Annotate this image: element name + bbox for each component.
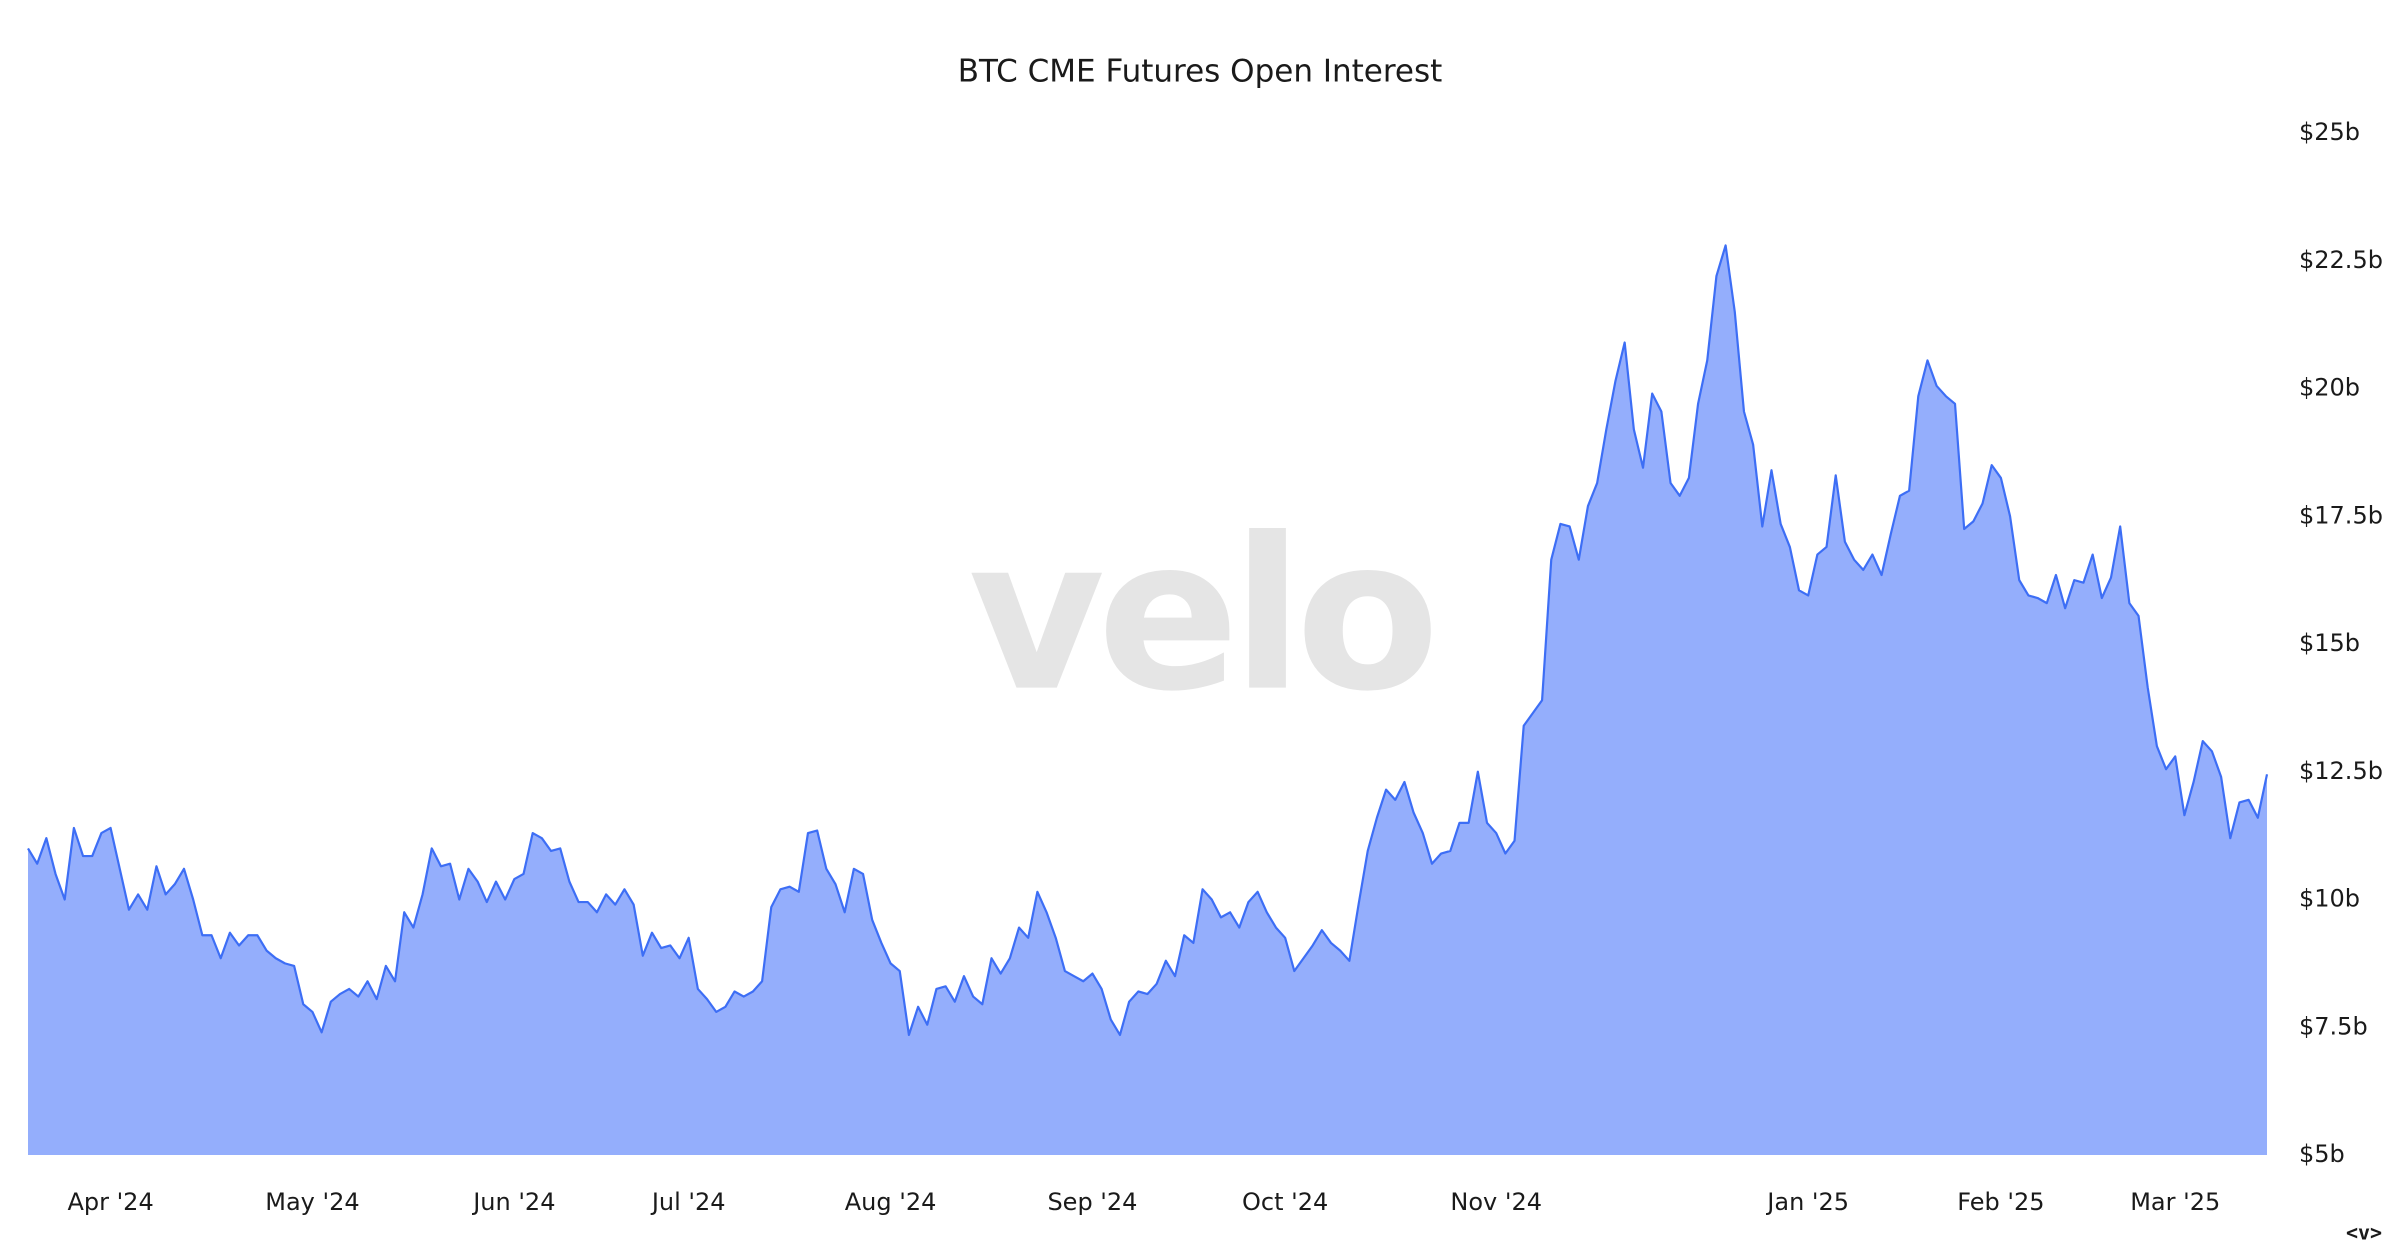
x-tick-label: Aug '24 — [845, 1188, 937, 1216]
x-tick-label: Apr '24 — [67, 1188, 153, 1216]
area — [28, 245, 2267, 1156]
x-tick-label: Jan '25 — [1765, 1188, 1849, 1216]
x-tick-label: Nov '24 — [1450, 1188, 1542, 1216]
x-tick-label: Sep '24 — [1047, 1188, 1137, 1216]
x-tick-label: Feb '25 — [1957, 1188, 2044, 1216]
x-tick-label: Oct '24 — [1242, 1188, 1328, 1216]
embed-link[interactable]: <v> — [2346, 1221, 2382, 1245]
plot-area — [27, 244, 2269, 1156]
y-tick-label: $7.5b — [2299, 1012, 2368, 1040]
y-tick-label: $10b — [2299, 885, 2360, 913]
y-tick-label: $15b — [2299, 629, 2360, 657]
y-tick-label: $17.5b — [2299, 501, 2383, 529]
y-tick-label: $22.5b — [2299, 246, 2383, 274]
y-tick-label: $20b — [2299, 374, 2360, 402]
y-tick-label: $5b — [2299, 1140, 2345, 1168]
y-tick-label: $25b — [2299, 118, 2360, 146]
y-tick-label: $12.5b — [2299, 757, 2383, 785]
x-tick-label: May '24 — [265, 1188, 359, 1216]
x-tick-label: Jun '24 — [471, 1188, 555, 1216]
line — [27, 244, 2269, 1037]
x-tick-label: Jul '24 — [650, 1188, 726, 1216]
x-tick-label: Mar '25 — [2130, 1188, 2220, 1216]
chart-title: BTC CME Futures Open Interest — [958, 54, 1443, 90]
watermark: velo — [968, 493, 1432, 738]
